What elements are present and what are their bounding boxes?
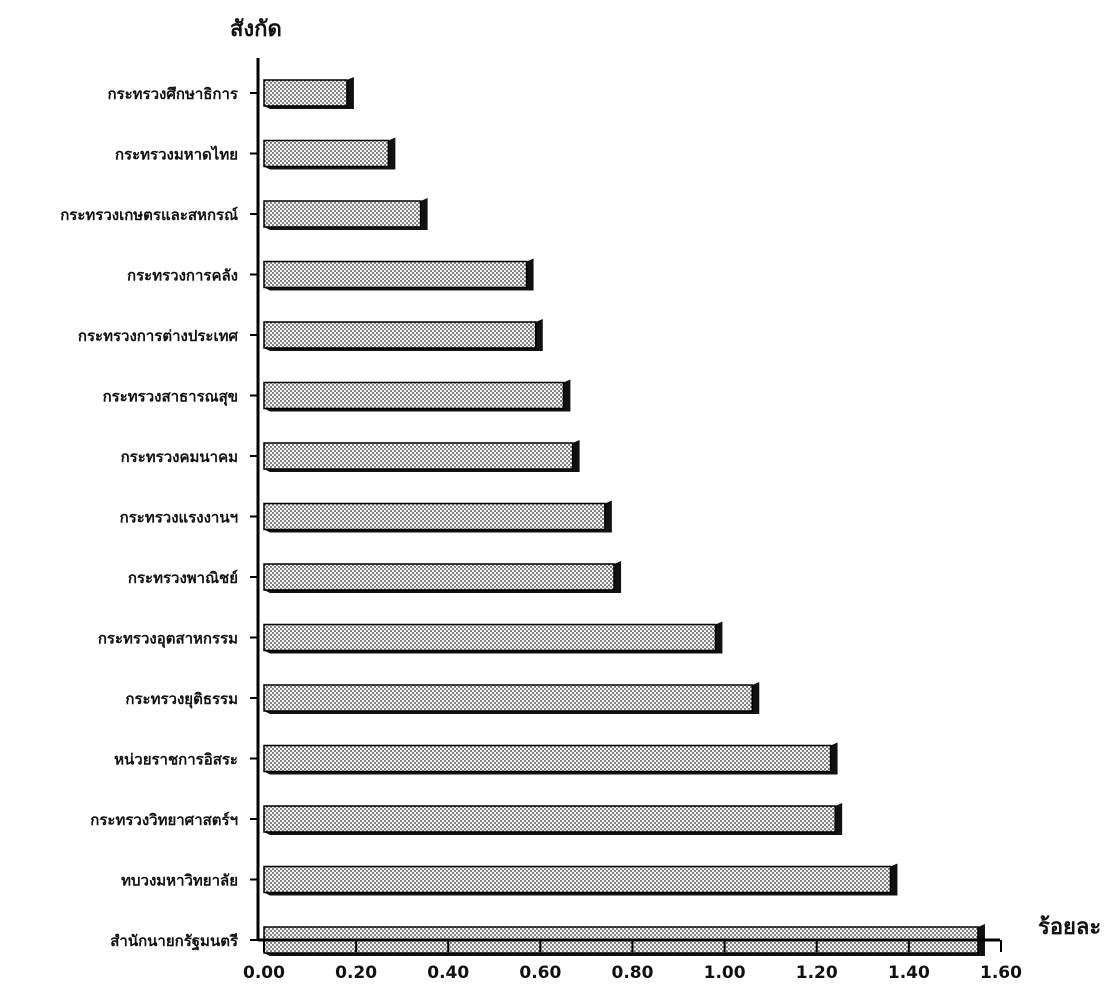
bar-face: [263, 563, 615, 591]
bar: [263, 258, 534, 291]
bar-face: [263, 139, 390, 168]
category-label: กระทรวงมหาดไทย: [115, 145, 238, 164]
bar: [263, 561, 622, 593]
bar-face: [263, 381, 565, 410]
category-label: สำนักนายกรัฐมนตรี: [110, 932, 239, 951]
category-label: หน่วยราชการอิสระ: [114, 751, 238, 769]
bar: [263, 863, 898, 896]
bar: [263, 77, 354, 109]
x-ticks-group: 0.00 0.20 0.40 0.60 0.80 1.00 1.20 1.40 1.60: [243, 940, 1022, 983]
category-label: กระทรวงแรงงานฯ: [120, 509, 238, 527]
category-label: กระทรวงสาธารณสุข: [103, 388, 238, 407]
bars-group: [263, 77, 985, 956]
category-label: กระทรวงพาณิชย์: [128, 569, 238, 587]
bar-face: [263, 684, 754, 712]
x-tick-label: 1.40: [888, 963, 930, 983]
category-labels-group: กระทรวงศึกษาธิการกระทรวงมหาดไทยกระทรวงเก…: [60, 85, 258, 951]
bar-face: [263, 805, 836, 833]
category-label: กระทรวงคมนาคม: [121, 448, 238, 466]
category-label: กระทรวงเกษตรและสหกรณ์: [60, 206, 238, 224]
category-label: กระทรวงอุตสาหกรรม: [98, 630, 238, 649]
bar: [263, 742, 838, 775]
y-axis-title: สังกัด: [230, 17, 282, 42]
category-label: ทบวงมหาวิทยาลัย: [121, 872, 238, 890]
bar: [263, 440, 580, 472]
category-label: กระทรวงยุติธรรม: [125, 690, 238, 709]
bar: [263, 803, 843, 835]
bar: [263, 500, 612, 533]
bar-face: [263, 200, 422, 228]
bar-face: [263, 502, 606, 531]
axes-group: [256, 58, 1000, 942]
bar-face: [263, 260, 528, 289]
category-label: กระทรวงการคลัง: [127, 267, 238, 285]
category-label: กระทรวงศึกษาธิการ: [107, 85, 238, 103]
x-axis-title: ร้อยละ: [1038, 915, 1101, 940]
bar: [263, 198, 428, 230]
x-tick-label: 0.00: [243, 963, 285, 983]
bar: [263, 319, 543, 351]
bar-face: [263, 744, 832, 773]
x-tick-label: 1.60: [980, 963, 1022, 983]
bar-face: [263, 321, 537, 349]
category-label: กระทรวงการต่างประเทศ: [78, 327, 239, 345]
bar-face: [263, 865, 892, 894]
bar-face: [263, 79, 348, 107]
bar-face: [263, 442, 574, 470]
x-tick-label: 0.40: [427, 963, 469, 983]
x-tick-label: 0.60: [519, 963, 561, 983]
x-tick-label: 0.20: [335, 963, 377, 983]
bar-face: [263, 623, 717, 652]
x-tick-label: 0.80: [612, 963, 654, 983]
x-tick-label: 1.20: [796, 963, 838, 983]
bar: [263, 682, 760, 714]
bar: [263, 379, 571, 412]
x-tick-label: 1.00: [704, 963, 746, 983]
bar: [263, 137, 396, 170]
bar: [263, 621, 723, 654]
category-label: กระทรวงวิทยาศาสตร์ฯ: [90, 811, 238, 829]
